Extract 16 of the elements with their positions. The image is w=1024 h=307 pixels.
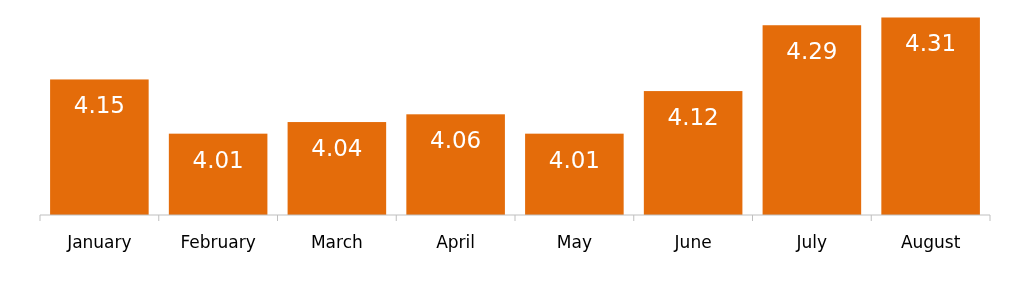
x-tick-label: May [556, 232, 592, 252]
x-tick-label: March [310, 232, 363, 252]
x-tick-label: February [180, 232, 256, 252]
x-tick-label: April [436, 232, 476, 252]
data-label: 4.12 [667, 104, 719, 131]
data-label: 4.15 [73, 92, 125, 119]
data-label: 4.29 [786, 38, 838, 65]
data-label: 4.06 [430, 127, 482, 154]
x-tick-label: August [900, 232, 961, 252]
x-tick-label: June [673, 232, 712, 252]
x-tick-label: January [66, 232, 132, 252]
data-label: 4.04 [311, 135, 363, 162]
data-label: 4.01 [548, 146, 600, 173]
data-label: 4.31 [905, 30, 957, 57]
data-label: 4.01 [192, 146, 244, 173]
x-tick-label: July [795, 232, 828, 252]
